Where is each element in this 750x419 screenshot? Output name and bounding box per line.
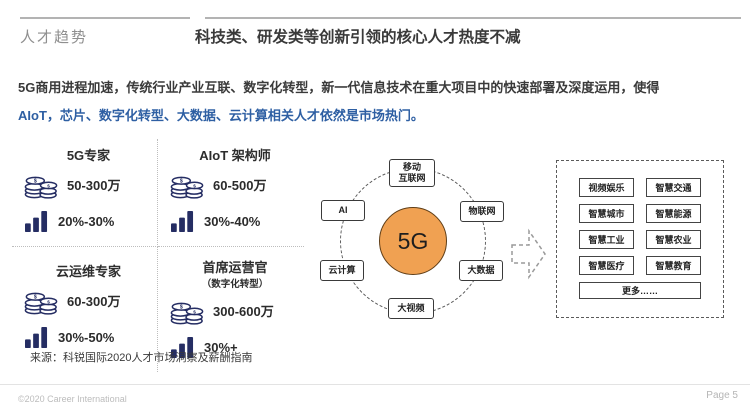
app-video-entertainment: 视频娱乐 (579, 178, 634, 197)
stat-title: 首席运营官 (202, 260, 268, 275)
app-smart-education: 智慧教育 (646, 256, 701, 275)
node-iot: 物联网 (460, 201, 504, 222)
app-smart-industry: 智慧工业 (579, 230, 634, 249)
copyright-text: ©2020 Career International (18, 394, 127, 404)
svg-text:$: $ (193, 183, 196, 189)
5g-core-circle: 5G (379, 207, 447, 275)
stat-card-coo-digital: 首席运营官 （数字化转型） $ $ 300-600万 (158, 247, 304, 372)
node-big-data: 大数据 (459, 260, 503, 281)
stat-title: 云运维专家 (55, 264, 121, 279)
salary-range: 300-600万 (213, 304, 274, 319)
app-smart-energy: 智慧能源 (646, 204, 701, 223)
stat-subtitle: （数字化转型） (201, 279, 269, 290)
footer-divider (0, 384, 750, 385)
salary-range: 60-500万 (213, 178, 267, 193)
salary-range: 60-300万 (67, 294, 121, 309)
growth-range: 30%-40% (204, 214, 261, 229)
intro-paragraph: 5G商用进程加速，传统行业产业互联、数字化转型，新一代信息技术在重大项目中的快速… (18, 74, 733, 130)
section-label: 人才趋势 (20, 29, 89, 46)
money-coins-icon: $ $ (24, 176, 58, 199)
svg-text:$: $ (34, 295, 37, 301)
growth-range: 30%-50% (58, 330, 115, 345)
page-number: Page 5 (706, 390, 738, 401)
growth-bars-icon (25, 326, 48, 349)
svg-text:$: $ (180, 179, 183, 185)
app-smart-city: 智慧城市 (579, 204, 634, 223)
intro-line-1: 5G商用进程加速，传统行业产业互联、数字化转型，新一代信息技术在重大项目中的快速… (18, 80, 660, 95)
money-coins-icon: $ $ (24, 292, 58, 315)
node-ai: AI (321, 200, 365, 221)
growth-bars-icon (25, 210, 48, 233)
node-mobile-internet: 移动 互联网 (389, 159, 435, 187)
header-rule-right (205, 17, 741, 19)
app-smart-healthcare: 智慧医疗 (579, 256, 634, 275)
growth-range: 20%-30% (58, 214, 115, 229)
svg-text:$: $ (193, 309, 196, 315)
5g-ecosystem-diagram: 5G 移动 互联网 AI 物联网 云计算 大数据 大视频 (305, 150, 555, 335)
money-coins-icon: $ $ (170, 176, 204, 199)
growth-range: 30%+ (204, 340, 238, 355)
stat-card-5g-expert: 5G专家 $ $ 50-300万 (12, 139, 158, 247)
stat-card-cloud-ops-expert: 云运维专家 $ $ 60-300万 (12, 247, 158, 372)
stats-quadrant: 5G专家 $ $ 50-300万 (12, 139, 304, 372)
money-coins-icon: $ $ (170, 302, 204, 325)
stat-card-aiot-architect: AIoT 架构师 $ $ 60-500万 (158, 139, 304, 247)
salary-range: 50-300万 (67, 178, 121, 193)
applications-panel: 视频娱乐 智慧交通 智慧城市 智慧能源 智慧工业 智慧农业 智慧医疗 智慧教育 … (556, 160, 724, 318)
app-smart-transport: 智慧交通 (646, 178, 701, 197)
growth-bars-icon (171, 336, 194, 359)
svg-text:$: $ (47, 299, 50, 305)
app-more: 更多…… (579, 282, 701, 299)
page-title: 科技类、研发类等创新引领的核心人才热度不减 (195, 29, 521, 46)
svg-text:$: $ (180, 305, 183, 311)
node-cloud-computing: 云计算 (320, 260, 364, 281)
stat-title: AIoT 架构师 (199, 148, 271, 163)
app-smart-agriculture: 智慧农业 (646, 230, 701, 249)
svg-text:$: $ (47, 183, 50, 189)
stat-title: 5G专家 (66, 148, 111, 163)
right-arrow-icon (511, 228, 546, 280)
node-big-video: 大视频 (388, 298, 434, 319)
growth-bars-icon (171, 210, 194, 233)
header-rule-left (20, 17, 190, 19)
intro-line-2: AIoT，芯片、数字化转型、大数据、云计算相关人才依然是市场热门。 (18, 108, 424, 123)
source-note: 来源：科锐国际2020人才市场洞察及薪酬指南 (30, 352, 253, 364)
svg-text:$: $ (34, 179, 37, 185)
